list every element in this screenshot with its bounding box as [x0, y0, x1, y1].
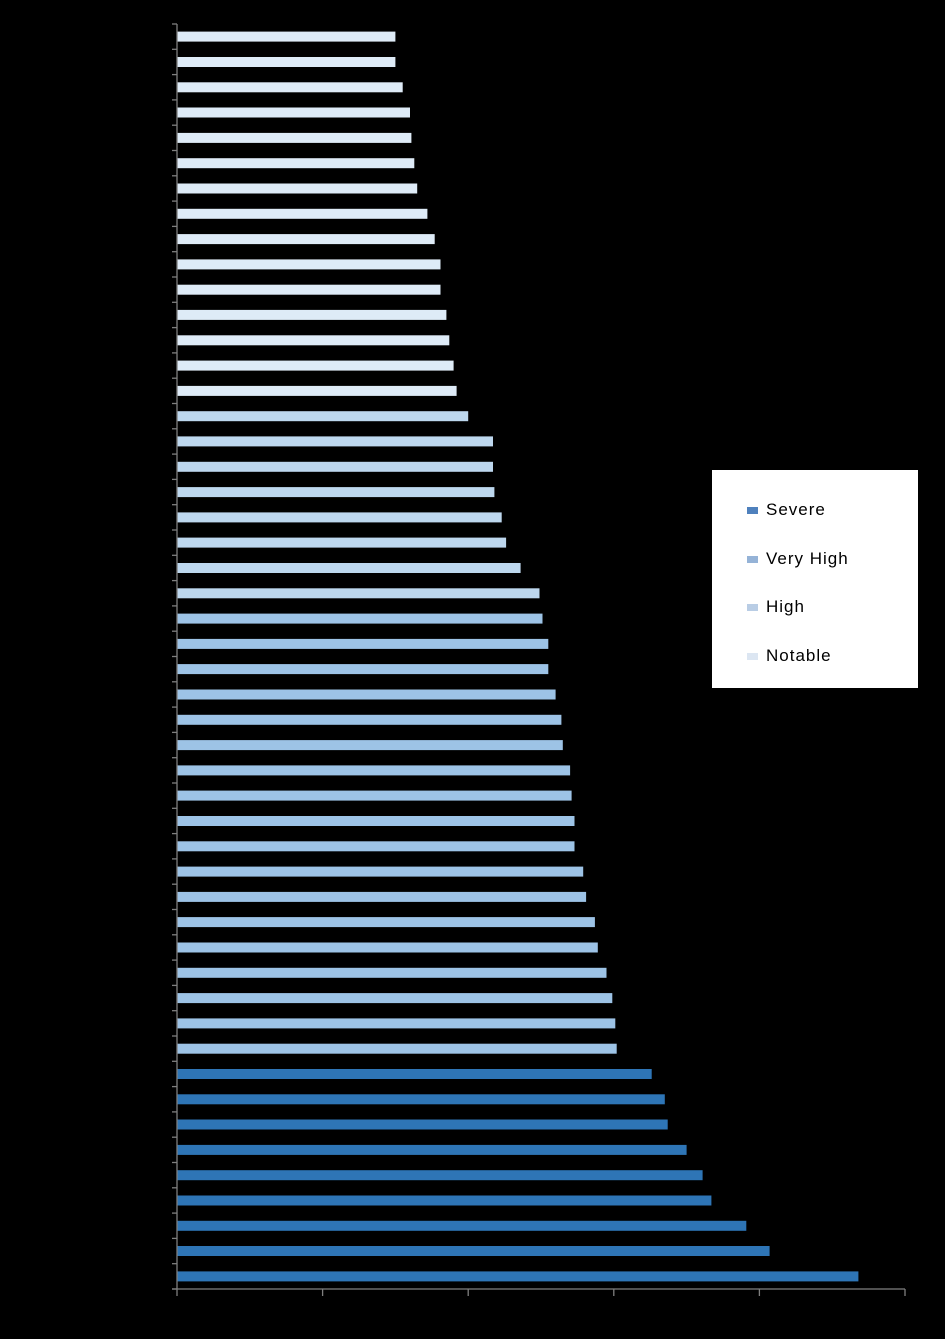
bar-severe — [177, 1195, 712, 1206]
bar-notable — [177, 234, 435, 245]
bar-notable — [177, 132, 412, 143]
legend-swatch-high — [747, 603, 758, 611]
bar-very-high — [177, 967, 607, 978]
bar-high — [177, 563, 521, 573]
legend-item-high: High — [747, 597, 805, 617]
chart-legend: Severe Very High High Notable — [712, 470, 918, 688]
bar-severe — [177, 1170, 703, 1181]
bar-very-high — [177, 689, 556, 700]
bar-very-high — [177, 714, 562, 725]
bar-severe — [177, 1144, 687, 1155]
bar-notable — [177, 309, 447, 320]
legend-label-high: High — [766, 597, 805, 616]
legend-item-notable: Notable — [747, 646, 832, 666]
bar-very-high — [177, 841, 575, 852]
bar-very-high — [177, 790, 572, 801]
bar-high — [177, 461, 493, 472]
bar-high — [177, 512, 502, 523]
bar-very-high — [177, 638, 549, 649]
bar-severe — [177, 1094, 665, 1105]
bar-notable — [177, 335, 450, 346]
bar-notable — [177, 107, 410, 118]
bar-very-high — [177, 866, 584, 877]
bar-high — [177, 588, 540, 599]
bar-notable — [177, 284, 441, 295]
legend-item-severe: Severe — [747, 500, 826, 520]
bar-high — [177, 411, 469, 422]
bar-severe — [177, 1246, 770, 1256]
legend-label-notable: Notable — [766, 646, 832, 665]
bar-high — [177, 436, 493, 447]
bar-notable — [177, 385, 457, 396]
bar-very-high — [177, 993, 613, 1004]
bar-notable — [177, 208, 428, 219]
bar-severe — [177, 1220, 747, 1231]
bar-notable — [177, 82, 403, 93]
bar-severe — [177, 1271, 859, 1282]
legend-label-very-high: Very High — [766, 549, 849, 568]
bar-very-high — [177, 1018, 616, 1029]
bar-very-high — [177, 765, 571, 776]
bar-notable — [177, 183, 418, 194]
bar-very-high — [177, 891, 587, 902]
bar-high — [177, 487, 495, 498]
bar-very-high — [177, 942, 598, 953]
bar-notable — [177, 158, 415, 169]
bar-notable — [177, 31, 396, 42]
bar-very-high — [177, 613, 543, 624]
legend-swatch-severe — [747, 506, 758, 514]
chart-axes — [172, 23, 906, 1296]
legend-swatch-very-high — [747, 555, 758, 563]
bar-severe — [177, 1069, 652, 1079]
legend-swatch-notable — [747, 652, 758, 660]
legend-label-severe: Severe — [766, 500, 826, 519]
bar-series-group — [177, 31, 859, 1282]
bar-notable — [177, 57, 396, 67]
legend-item-very-high: Very High — [747, 549, 849, 569]
bar-severe — [177, 1119, 668, 1130]
bar-very-high — [177, 917, 595, 928]
bar-very-high — [177, 816, 575, 826]
bar-very-high — [177, 1043, 617, 1054]
bar-very-high — [177, 664, 549, 675]
bar-notable — [177, 360, 454, 371]
bar-notable — [177, 259, 441, 270]
bar-high — [177, 537, 507, 548]
bar-very-high — [177, 740, 563, 751]
